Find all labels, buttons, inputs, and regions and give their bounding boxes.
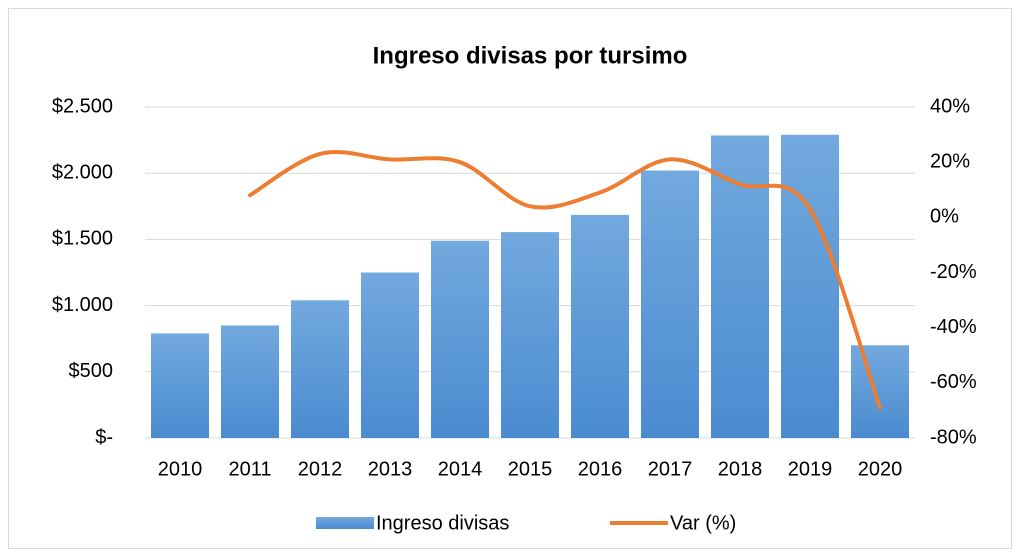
x-tick-label: 2011 xyxy=(228,458,271,480)
bar xyxy=(291,300,349,438)
y-tick-label: $500 xyxy=(69,360,114,382)
x-tick-label: 2013 xyxy=(368,458,413,480)
bar xyxy=(641,170,699,438)
y2-tick-label: -40% xyxy=(930,316,977,338)
y2-tick-label: 20% xyxy=(930,150,970,172)
bar xyxy=(431,240,489,438)
x-tick-label: 2017 xyxy=(648,458,693,480)
y-tick-label: $2.000 xyxy=(52,161,113,183)
x-tick-label: 2010 xyxy=(158,458,203,480)
x-tick-label: 2020 xyxy=(858,458,903,480)
bar xyxy=(851,345,909,438)
bar xyxy=(571,214,629,438)
x-tick-label: 2016 xyxy=(578,458,623,480)
y-tick-label: $1.000 xyxy=(52,294,113,316)
y-tick-label: $2.500 xyxy=(52,95,113,117)
y-tick-label: $- xyxy=(95,426,113,448)
line-series xyxy=(248,150,882,410)
bar xyxy=(361,272,419,438)
bar xyxy=(711,135,769,438)
y2-tick-label: 0% xyxy=(930,206,959,228)
legend-label: Var (%) xyxy=(670,512,736,534)
y2-tick-label: -80% xyxy=(930,426,977,448)
bar xyxy=(501,232,559,438)
y2-tick-label: -60% xyxy=(930,371,977,393)
legend-label: Ingreso divisas xyxy=(376,512,509,534)
bar xyxy=(151,333,209,438)
bar xyxy=(221,325,279,438)
legend-swatch xyxy=(316,517,374,529)
x-tick-label: 2018 xyxy=(718,458,763,480)
x-tick-label: 2014 xyxy=(438,458,483,480)
y-tick-label: $1.500 xyxy=(52,228,113,250)
chart-title: Ingreso divisas por tursimo xyxy=(373,42,688,69)
y2-tick-label: 40% xyxy=(930,95,970,117)
bar xyxy=(781,134,839,438)
y2-tick-label: -20% xyxy=(930,261,977,283)
x-tick-label: 2015 xyxy=(508,458,553,480)
x-tick-label: 2019 xyxy=(788,458,833,480)
x-tick-label: 2012 xyxy=(298,458,343,480)
